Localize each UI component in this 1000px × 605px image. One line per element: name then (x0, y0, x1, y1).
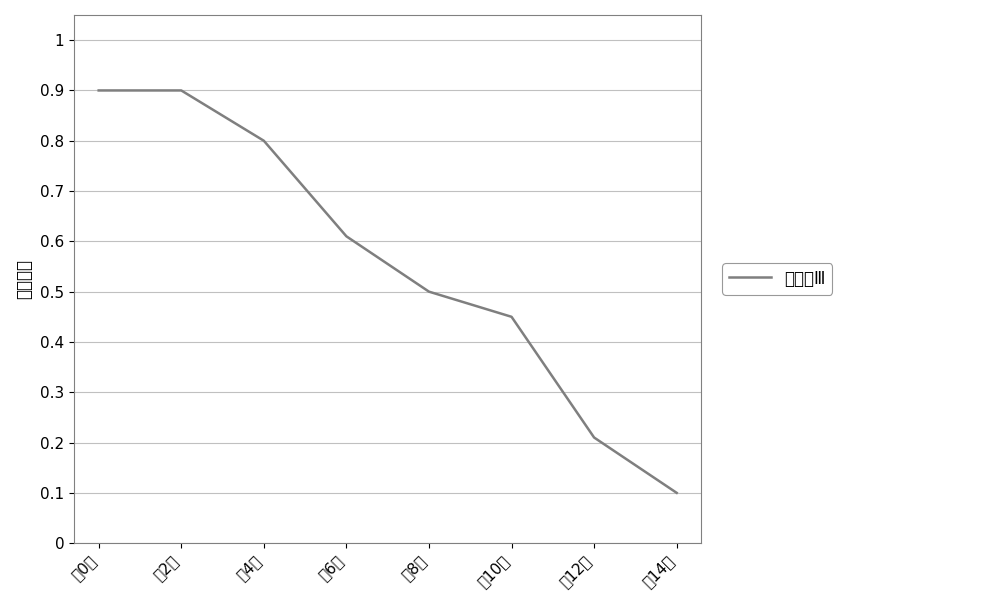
稀释液Ⅲ (671, 489, 683, 497)
Line: 稀释液Ⅲ: 稀释液Ⅲ (99, 91, 677, 493)
稀释液Ⅲ (423, 288, 435, 295)
稀释液Ⅲ (175, 87, 187, 94)
稀释液Ⅲ (506, 313, 518, 321)
稀释液Ⅲ (93, 87, 105, 94)
Y-axis label: 精子活率: 精子活率 (15, 259, 33, 299)
稀释液Ⅲ (340, 233, 352, 240)
稀释液Ⅲ (258, 137, 270, 145)
Legend: 稀释液Ⅲ: 稀释液Ⅲ (722, 263, 832, 295)
稀释液Ⅲ (588, 434, 600, 441)
